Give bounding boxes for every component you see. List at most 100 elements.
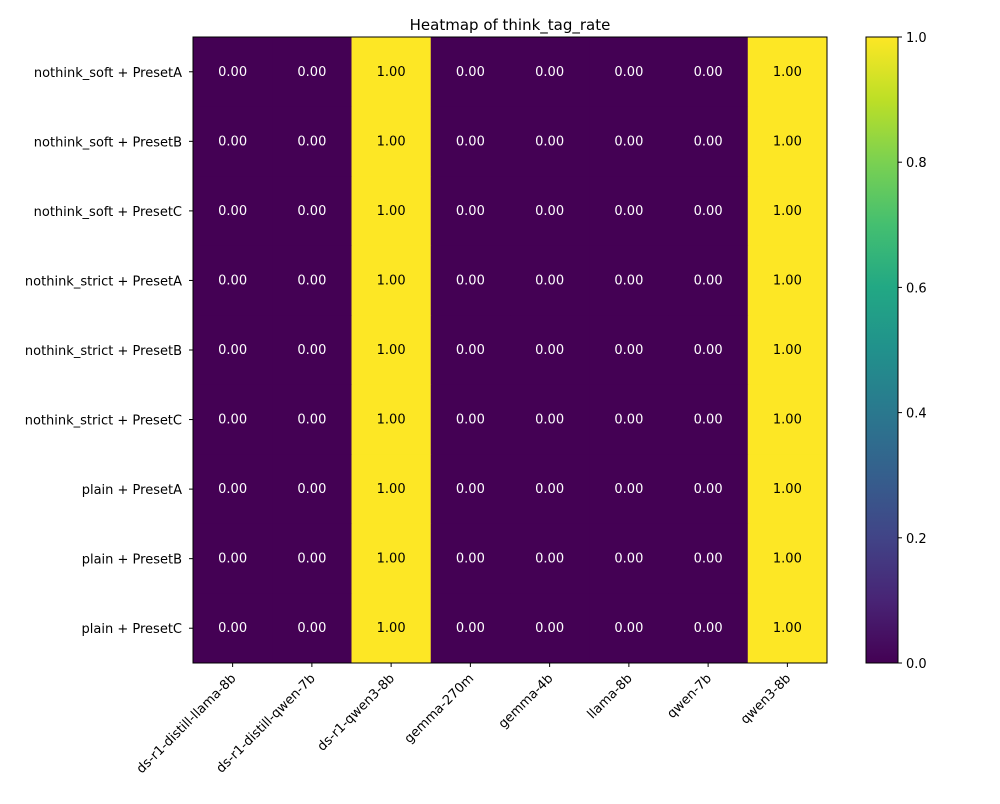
colorbar: 0.0 0.2 0.4 0.6 0.8 1.0 (865, 31, 927, 672)
cell-value-label: 0.00 (535, 343, 564, 358)
heatmap-cell (430, 245, 511, 316)
y-tick-label: nothink_strict + PresetC (25, 414, 182, 429)
cell-value-label: 0.00 (456, 65, 485, 80)
heatmap-cell (747, 106, 828, 177)
cell-value-label: 1.00 (773, 552, 802, 567)
cell-value-label: 0.00 (694, 621, 723, 636)
heatmap-cell (193, 176, 273, 247)
heatmap-cell (589, 106, 669, 177)
heatmap-cell (589, 176, 669, 247)
chart-title: Heatmap of think_tag_rate (410, 16, 611, 35)
cell-value-label: 1.00 (377, 273, 406, 288)
heatmap-cell (589, 37, 669, 108)
cell-value-label: 0.00 (456, 204, 485, 219)
heatmap-cell (510, 245, 590, 316)
cell-value-label: 0.00 (297, 621, 326, 636)
colorbar-gradient (865, 36, 899, 664)
y-tick-label: plain + PresetC (82, 622, 182, 637)
cell-value-label: 0.00 (297, 482, 326, 497)
cell-value-label: 1.00 (377, 134, 406, 149)
cell-value-label: 0.00 (535, 482, 564, 497)
cell-value-label: 0.00 (614, 343, 643, 358)
cell-value-label: 1.00 (377, 552, 406, 567)
cell-value-label: 1.00 (773, 65, 802, 80)
heatmap-cell (430, 106, 511, 177)
cell-value-label: 0.00 (297, 65, 326, 80)
cell-value-label: 0.00 (456, 413, 485, 428)
colorbar-tick-label: 1.0 (906, 31, 927, 46)
y-tick-label: nothink_strict + PresetA (25, 274, 182, 289)
cell-value-label: 0.00 (614, 621, 643, 636)
cell-value-label: 0.00 (218, 621, 247, 636)
heatmap-cell (589, 384, 669, 455)
cell-value-label: 0.00 (614, 134, 643, 149)
heatmap-cell (272, 384, 352, 455)
heatmap-cell (668, 454, 749, 525)
heatmap-cell (193, 106, 273, 177)
heatmap-cell (430, 454, 511, 525)
heatmap-cell (668, 245, 749, 316)
x-tick-label: qwen-7b (665, 671, 715, 721)
cell-value-label: 0.00 (456, 482, 485, 497)
heatmap-cell (193, 384, 273, 455)
heatmap-cell (193, 593, 273, 664)
heatmap-cell (351, 523, 432, 594)
cell-value-label: 0.00 (218, 343, 247, 358)
heatmap-cell (272, 523, 352, 594)
colorbar-tick-label: 0.2 (906, 532, 927, 547)
cell-value-label: 0.00 (297, 413, 326, 428)
y-axis: nothink_soft + PresetA nothink_soft + Pre… (25, 66, 193, 637)
cell-value-label: 1.00 (377, 204, 406, 219)
heatmap-cell (430, 37, 511, 108)
cell-value-label: 0.00 (694, 134, 723, 149)
heatmap-cell (510, 384, 590, 455)
cell-value-label: 1.00 (773, 482, 802, 497)
heatmap-cell (272, 106, 352, 177)
heatmap-cell (430, 593, 511, 664)
colorbar-tick-label: 0.8 (906, 156, 927, 171)
heatmap-cell (747, 245, 828, 316)
cell-value-label: 0.00 (694, 343, 723, 358)
cell-value-label: 1.00 (773, 204, 802, 219)
cell-value-label: 0.00 (297, 273, 326, 288)
cell-value-label: 1.00 (377, 413, 406, 428)
cell-value-label: 0.00 (614, 204, 643, 219)
cell-value-label: 1.00 (773, 134, 802, 149)
heatmap-cell (272, 245, 352, 316)
cell-value-label: 0.00 (297, 204, 326, 219)
x-axis: ds-r1-distill-llama-8bds-r1-distill-qwen… (134, 663, 794, 777)
cell-value-label: 0.00 (535, 65, 564, 80)
cell-value-label: 0.00 (694, 65, 723, 80)
cell-value-label: 0.00 (614, 65, 643, 80)
x-tick-label: gemma-4b (496, 671, 557, 732)
cell-value-label: 1.00 (377, 621, 406, 636)
heatmap-cell (510, 523, 590, 594)
heatmap-cell (510, 176, 590, 247)
heatmap-cell (351, 245, 432, 316)
y-tick-label: nothink_soft + PresetB (34, 135, 182, 150)
cell-value-label: 0.00 (694, 482, 723, 497)
heatmap-cell (272, 37, 352, 108)
cell-value-label: 0.00 (456, 343, 485, 358)
cell-value-label: 0.00 (456, 134, 485, 149)
cell-value-label: 0.00 (694, 413, 723, 428)
heatmap-cell (747, 523, 828, 594)
heatmap-cell (510, 37, 590, 108)
cell-value-label: 0.00 (694, 552, 723, 567)
cell-value-label: 0.00 (614, 552, 643, 567)
heatmap-cell (510, 315, 590, 386)
heatmap-cell (351, 384, 432, 455)
heatmap-cell (589, 523, 669, 594)
heatmap-cell (589, 315, 669, 386)
heatmap-cell (510, 454, 590, 525)
heatmap-cell (668, 37, 749, 108)
heatmap-cell (272, 176, 352, 247)
cell-value-label: 1.00 (773, 413, 802, 428)
cell-value-label: 0.00 (218, 413, 247, 428)
heatmap-cell (668, 106, 749, 177)
heatmap-cell (430, 523, 511, 594)
cell-value-label: 1.00 (773, 273, 802, 288)
heatmap-cell (430, 176, 511, 247)
heatmap-cell (589, 593, 669, 664)
